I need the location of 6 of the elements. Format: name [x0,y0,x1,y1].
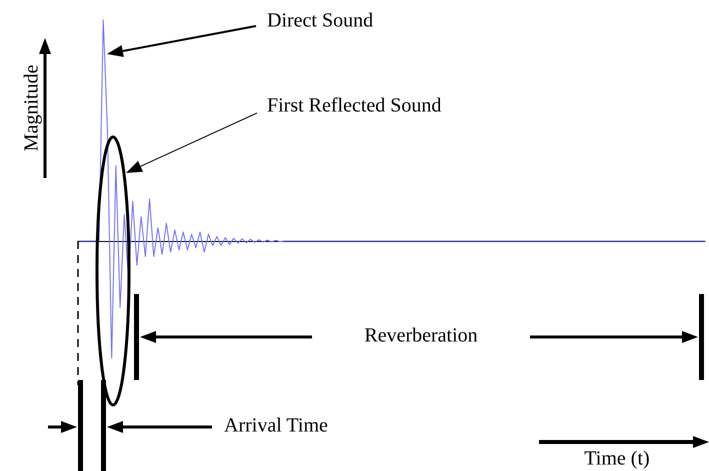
annotation: Direct Sound [267,10,374,32]
y-axis-title: Magnitude [20,64,43,152]
annotation: First Reflected Sound [267,94,442,117]
text: Arrival Time [224,414,328,437]
annotation: Reverberation [364,324,478,347]
x-axis-title: Time (t) [584,448,650,470]
